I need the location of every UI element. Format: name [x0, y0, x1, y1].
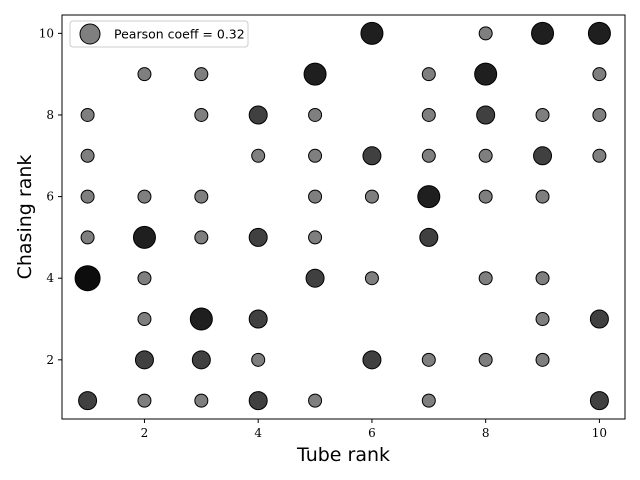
data-point-13	[194, 393, 209, 408]
data-point-50	[474, 62, 498, 86]
x-tick-label-4: 4	[254, 426, 262, 440]
data-point-3	[80, 189, 95, 204]
data-point-57	[535, 107, 550, 122]
data-point-47	[478, 189, 493, 204]
data-point-10	[132, 225, 156, 249]
data-point-62	[592, 107, 607, 122]
data-point-49	[476, 105, 496, 125]
data-point-4	[80, 148, 95, 163]
data-point-7	[134, 350, 154, 370]
data-point-20	[248, 391, 268, 411]
data-point-43	[421, 107, 436, 122]
data-point-1	[74, 265, 101, 292]
legend-label: Pearson coeff = 0.32	[114, 27, 245, 42]
y-tick-label-2: 2	[46, 353, 54, 367]
data-point-23	[248, 227, 268, 247]
x-axis-ticks: 2 4 6 8 10	[141, 419, 607, 440]
data-point-8	[137, 312, 152, 327]
y-axis-label: Chasing rank	[14, 155, 36, 280]
data-point-64	[587, 21, 611, 45]
x-tick-label-10: 10	[592, 426, 607, 440]
x-tick-label-8: 8	[482, 426, 490, 440]
data-point-59	[589, 391, 609, 411]
x-axis-label: Tube rank	[296, 444, 390, 466]
data-point-12	[137, 67, 152, 82]
data-point-35	[364, 189, 379, 204]
data-point-28	[308, 230, 323, 245]
y-tick-label-6: 6	[46, 190, 54, 204]
x-tick-label-2: 2	[141, 426, 149, 440]
data-point-40	[419, 227, 439, 247]
data-point-63	[592, 67, 607, 82]
plot-frame	[61, 14, 626, 420]
data-point-30	[308, 148, 323, 163]
data-point-33	[362, 350, 382, 370]
x-tick-label-6: 6	[368, 426, 376, 440]
data-point-37	[360, 21, 384, 45]
data-point-27	[305, 268, 325, 288]
data-point-61	[592, 148, 607, 163]
data-point-36	[362, 146, 382, 166]
legend-box	[69, 20, 249, 48]
y-axis-ticks: 2 4 6 8 10	[39, 26, 62, 367]
data-point-34	[364, 271, 379, 286]
data-point-38	[421, 393, 436, 408]
data-point-26	[308, 393, 323, 408]
data-point-25	[248, 105, 268, 125]
y-tick-label-10: 10	[39, 26, 54, 40]
data-point-54	[535, 271, 550, 286]
data-point-14	[191, 350, 211, 370]
data-point-6	[137, 393, 152, 408]
data-point-56	[533, 146, 553, 166]
data-point-55	[535, 189, 550, 204]
data-point-29	[308, 189, 323, 204]
data-point-17	[194, 189, 209, 204]
data-point-22	[248, 309, 268, 329]
legend: Pearson coeff = 0.32	[69, 20, 249, 48]
data-point-60	[589, 309, 609, 329]
data-point-58	[531, 21, 555, 45]
data-point-46	[478, 271, 493, 286]
data-point-31	[308, 107, 323, 122]
data-point-19	[194, 67, 209, 82]
y-tick-label-8: 8	[46, 108, 54, 122]
data-point-9	[137, 271, 152, 286]
data-point-39	[421, 352, 436, 367]
scatter-points	[74, 21, 611, 411]
y-tick-label-4: 4	[46, 271, 54, 285]
legend-marker	[79, 23, 101, 45]
data-point-16	[194, 230, 209, 245]
data-point-52	[535, 352, 550, 367]
data-point-44	[421, 67, 436, 82]
data-point-42	[421, 148, 436, 163]
data-point-24	[251, 148, 266, 163]
data-point-51	[478, 26, 493, 41]
data-point-18	[194, 107, 209, 122]
data-point-2	[80, 230, 95, 245]
data-point-11	[137, 189, 152, 204]
data-point-0	[78, 391, 98, 411]
data-point-32	[303, 62, 327, 86]
data-point-41	[417, 185, 441, 209]
data-point-15	[189, 307, 213, 331]
data-point-48	[478, 148, 493, 163]
data-point-21	[251, 352, 266, 367]
data-point-5	[80, 107, 95, 122]
data-point-45	[478, 352, 493, 367]
data-point-53	[535, 312, 550, 327]
